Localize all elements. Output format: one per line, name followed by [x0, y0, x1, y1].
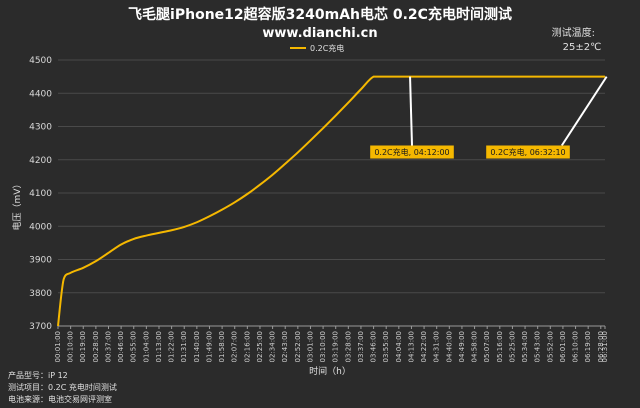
x-tick-label: 03:10:00	[319, 331, 327, 362]
x-tick-label: 04:04:00	[395, 331, 403, 362]
x-tick-label: 04:22:00	[420, 331, 428, 362]
x-tick-label: 02:34:00	[269, 331, 277, 362]
series-line-0	[57, 75, 605, 327]
x-tick-label: 02:43:00	[281, 331, 289, 362]
x-tick-label: 03:55:00	[382, 331, 390, 362]
gridlines	[58, 59, 605, 327]
x-tick-label: 03:19:00	[332, 331, 340, 362]
callout-leader	[560, 76, 608, 147]
x-tick-label: 00:46:00	[117, 331, 125, 362]
callout-box	[486, 145, 570, 159]
x-tick-label: 02:25:00	[256, 331, 264, 362]
x-tick-label: 01:22:00	[168, 331, 176, 362]
y-tick-label: 4000	[29, 222, 52, 232]
x-tick-label: 06:19:00	[584, 331, 592, 362]
x-tick-label: 03:28:00	[344, 331, 352, 362]
annotations-layer: 0.2C充电, 04:12:00 0.2C充电, 06:32:10	[370, 76, 608, 159]
temperature-value: 25±2℃	[563, 42, 602, 53]
x-tick-label: 04:49:00	[458, 331, 466, 362]
callout-label: 0.2C充电, 06:32:10	[490, 147, 565, 157]
x-tick-label: 00:19:00	[79, 331, 87, 362]
y-tick-label: 3800	[29, 289, 52, 299]
x-tick-label: 05:34:00	[521, 331, 529, 362]
x-tick-label: 03:01:00	[306, 331, 314, 362]
x-tick-label: 05:07:00	[483, 331, 491, 362]
x-tick-label: 04:13:00	[407, 331, 415, 362]
y-tick-label: 4400	[29, 89, 52, 99]
product-model: 产品型号：iP 12	[8, 370, 68, 380]
x-tick-label: 05:25:00	[508, 331, 516, 362]
callout-label: 0.2C充电, 04:12:00	[374, 147, 449, 157]
y-tick-label: 4500	[29, 56, 52, 66]
x-tick-label: 02:52:00	[294, 331, 302, 362]
y-tick-label: 3700	[29, 322, 52, 332]
x-tick-label: 01:04:00	[142, 331, 150, 362]
x-tick-label: 00:01:00	[54, 331, 62, 362]
x-tick-label: 06:31:00	[601, 331, 609, 362]
x-tick-label: 04:40:00	[445, 331, 453, 362]
chart-title: 飞毛腿iPhone12超容版3240mAh电芯 0.2C充电时间测试	[128, 6, 512, 23]
x-tick-label: 00:37:00	[104, 331, 112, 362]
x-tick-label: 01:49:00	[205, 331, 213, 362]
test-item: 测试项目：0.2C 充电时间测试	[8, 382, 117, 392]
x-tick-label: 01:13:00	[155, 331, 163, 362]
legend-label: 0.2C充电	[310, 43, 344, 53]
y-tick-label: 4100	[29, 189, 52, 199]
x-tick-label: 05:43:00	[534, 331, 542, 362]
y-tick-label: 3900	[29, 256, 52, 266]
x-tick-label: 05:16:00	[496, 331, 504, 362]
battery-source: 电池来源：电池交易网评测室	[8, 394, 112, 404]
y-tick-label: 4300	[29, 123, 52, 133]
x-tick-label: 01:40:00	[193, 331, 201, 362]
x-tick-label: 00:28:00	[92, 331, 100, 362]
y-tick-label: 4200	[29, 156, 52, 166]
legend: 0.2C充电	[290, 43, 344, 53]
x-axis-label: 时间（h）	[309, 365, 351, 377]
x-tick-label: 06:28:00	[597, 331, 605, 362]
x-tick-label: 00:10:00	[67, 331, 75, 362]
x-tick-label: 02:07:00	[231, 331, 239, 362]
callout-box	[370, 145, 454, 159]
x-tick-label: 00:55:00	[130, 331, 138, 362]
x-tick-label: 01:58:00	[218, 331, 226, 362]
x-tick-label: 06:10:00	[572, 331, 580, 362]
y-axis-ticks: 3700 3800 3900 4000 4100 4200 4300 4400 4500	[29, 56, 52, 332]
x-axis-ticks: 00:01:00 00:10:00 00:19:00 00:28:00 00:37:00…	[54, 326, 609, 362]
x-tick-label: 04:58:00	[471, 331, 479, 362]
callout-leader	[409, 76, 413, 146]
x-tick-label: 01:31:00	[180, 331, 188, 362]
x-tick-label: 03:37:00	[357, 331, 365, 362]
y-axis-label: 电压（mV）	[11, 180, 23, 231]
series-layer	[57, 75, 605, 327]
x-tick-label: 03:46:00	[370, 331, 378, 362]
x-tick-label: 06:01:00	[559, 331, 567, 362]
x-tick-label: 02:16:00	[243, 331, 251, 362]
x-tick-label: 05:52:00	[546, 331, 554, 362]
x-tick-label: 04:31:00	[433, 331, 441, 362]
chart-subtitle: www.dianchi.cn	[262, 26, 377, 41]
temperature-label: 测试温度:	[552, 26, 595, 39]
